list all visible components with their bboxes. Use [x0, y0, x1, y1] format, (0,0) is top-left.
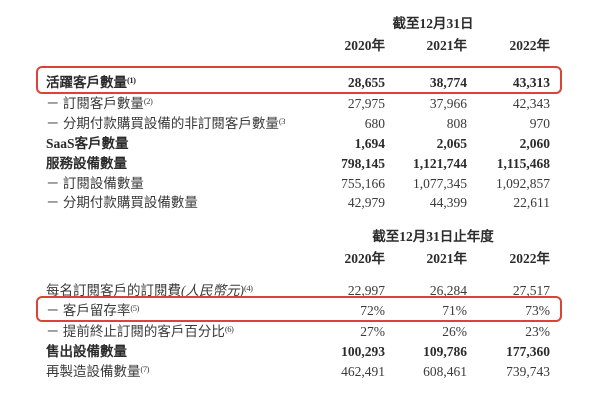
value-2020: 680 [364, 116, 385, 131]
footnote-marker: (3) [278, 115, 285, 126]
value-2022: 42,343 [512, 96, 550, 111]
value-2020: 27,975 [347, 96, 385, 111]
value-2020: 755,166 [341, 176, 385, 191]
row-label: SaaS客戶數量 [46, 136, 129, 151]
row-label: 服務設備數量 [46, 156, 127, 171]
row-label: － 提前終止訂閱的客戶百分比 [46, 324, 225, 339]
value-2022: 43,313 [512, 75, 550, 90]
year-label-2020: 2020年 [344, 251, 386, 266]
value-2021: 37,966 [429, 96, 467, 111]
table-row-installment-devices: － 分期付款購買設備數量 42,979 44,399 22,611 [0, 193, 600, 212]
footnote-marker: (7) [140, 363, 150, 374]
row-label: 每名訂閱客戶的訂閱費 [46, 283, 181, 298]
value-2022: 27,517 [512, 283, 550, 298]
value-2022: 22,611 [513, 195, 550, 210]
value-2022: 1,092,857 [496, 176, 550, 191]
value-2021: 109,786 [423, 344, 467, 359]
year-label-2021: 2021年 [426, 251, 468, 266]
year-label-2022: 2022年 [509, 38, 551, 53]
value-2022: 23% [525, 324, 550, 339]
value-2021: 1,121,744 [413, 156, 467, 171]
value-2021: 71% [442, 303, 467, 318]
section2-year-header-row: 2020年 2021年 2022年 [0, 249, 600, 268]
table-row-customer-retention-rate: － 客戶留存率(5) 72% 71% 73% [0, 301, 600, 320]
footnote-marker: (5) [130, 302, 139, 313]
footnote-marker: (6) [224, 323, 234, 334]
row-label: － 訂閱客戶數量 [46, 96, 144, 111]
value-2020: 1,694 [354, 136, 385, 151]
year-label-2021: 2021年 [426, 38, 468, 53]
value-2021: 2,065 [436, 136, 467, 151]
value-2020: 22,997 [347, 283, 385, 298]
value-2021: 26,284 [429, 283, 467, 298]
table-row-early-termination-pct: － 提前終止訂閱的客戶百分比(6) 27% 26% 23% [0, 322, 600, 341]
footnote-marker: (1) [127, 74, 136, 85]
value-2021: 1,077,345 [413, 176, 467, 191]
value-2021: 38,774 [429, 75, 467, 90]
value-2022: 739,743 [506, 364, 550, 379]
year-label-2022: 2022年 [509, 251, 551, 266]
row-label: － 訂閱設備數量 [46, 176, 144, 191]
row-label: － 分期付款購買設備的非訂閱客戶數量 [46, 116, 279, 131]
value-2021: 608,461 [423, 364, 467, 379]
section2-period-header: 截至12月31日止年度 [372, 229, 494, 244]
table-row-serviced-devices: 服務設備數量 798,145 1,121,744 1,115,468 [0, 154, 600, 173]
value-2021: 808 [446, 116, 467, 131]
table-row-subscription-customers: － 訂閱客戶數量(2) 27,975 37,966 42,343 [0, 94, 600, 113]
table-row-devices-sold: 售出設備數量 100,293 109,786 177,360 [0, 342, 600, 361]
value-2020: 42,979 [347, 195, 385, 210]
table-row-saas-customers: SaaS客戶數量 1,694 2,065 2,060 [0, 134, 600, 153]
table-row-installment-nonsub-customers: － 分期付款購買設備的非訂閱客戶數量(3) 680 808 970 [0, 114, 600, 133]
value-2020: 462,491 [341, 364, 385, 379]
section1-year-header-row: 2020年 2021年 2022年 [0, 36, 600, 55]
value-2020: 28,655 [347, 75, 385, 90]
row-label: － 客戶留存率 [46, 303, 131, 318]
value-2022: 177,360 [506, 344, 550, 359]
value-2022: 2,060 [519, 136, 550, 151]
table-row-remanufactured-devices: 再製造設備數量(7) 462,491 608,461 739,743 [0, 362, 600, 381]
value-2021: 26% [442, 324, 467, 339]
value-2022: 970 [529, 116, 550, 131]
value-2022: 1,115,468 [496, 156, 550, 171]
year-label-2020: 2020年 [344, 38, 386, 53]
row-label: 售出設備數量 [46, 344, 127, 359]
row-label-note: (人民幣元) [181, 283, 244, 298]
value-2020: 27% [360, 324, 385, 339]
value-2020: 100,293 [341, 344, 385, 359]
value-2021: 44,399 [429, 195, 467, 210]
table-row-active-customers: 活躍客戶數量(1) 28,655 38,774 43,313 [0, 73, 600, 92]
value-2020: 72% [360, 303, 385, 318]
table-row-subscription-devices: － 訂閱設備數量 755,166 1,077,345 1,092,857 [0, 174, 600, 193]
row-label: 活躍客戶數量 [46, 75, 127, 90]
section1-period-header: 截至12月31日 [392, 16, 474, 31]
row-label: － 分期付款購買設備數量 [46, 195, 198, 210]
table-row-subscription-fee: 每名訂閱客戶的訂閱費(人民幣元)(4) 22,997 26,284 27,517 [0, 281, 600, 300]
value-2020: 798,145 [341, 156, 385, 171]
value-2022: 73% [525, 303, 550, 318]
footnote-marker: (2) [143, 95, 153, 106]
row-label: 再製造設備數量 [46, 364, 141, 379]
footnote-marker: (4) [244, 282, 253, 293]
